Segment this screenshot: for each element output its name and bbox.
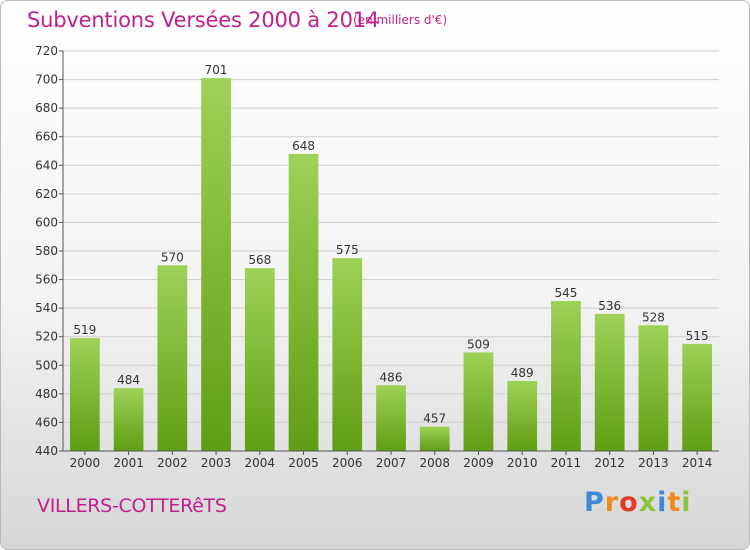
y-tick-label: 520	[35, 330, 58, 344]
logo-letter: r	[604, 487, 620, 518]
x-tick-label: 2012	[594, 456, 625, 470]
x-tick-label: 2000	[70, 456, 101, 470]
bar-2000	[69, 338, 100, 451]
x-tick-label: 2014	[682, 456, 713, 470]
y-tick-label: 440	[35, 444, 58, 458]
bar-2013	[638, 325, 669, 451]
data-label-2012: 536	[598, 299, 621, 313]
logo-letter: o	[619, 487, 639, 518]
bar-2004	[244, 268, 275, 451]
proxiti-logo: Proxiti	[584, 487, 692, 518]
data-label-2010: 489	[511, 366, 534, 380]
y-tick-label: 580	[35, 244, 58, 258]
data-label-2007: 486	[380, 370, 403, 384]
bar-2005	[288, 153, 319, 451]
x-tick-label: 2008	[419, 456, 450, 470]
y-tick-label: 720	[35, 44, 58, 58]
x-tick-label: 2011	[551, 456, 582, 470]
logo-letter: x	[638, 487, 658, 518]
bar-2006	[332, 258, 363, 451]
x-tick-label: 2013	[638, 456, 669, 470]
commune-name: VILLERS-COTTERêTS	[37, 495, 227, 517]
data-label-2005: 648	[292, 139, 315, 153]
logo-letter: P	[584, 487, 605, 518]
labels: 440 460 480 500 520 540 560 580 600 620 640 660 680 7…	[35, 44, 712, 470]
data-label-2011: 545	[554, 286, 577, 300]
data-label-2006: 575	[336, 243, 359, 257]
y-tick-label: 620	[35, 187, 58, 201]
data-label-2008: 457	[423, 412, 446, 426]
y-tick-label: 500	[35, 358, 58, 372]
bar-2008	[419, 426, 450, 451]
bar-2012	[594, 313, 625, 451]
y-tick-label: 540	[35, 301, 58, 315]
x-tick-label: 2001	[113, 456, 144, 470]
data-label-2004: 568	[248, 253, 271, 267]
y-tick-label: 460	[35, 415, 58, 429]
y-tick-label: 480	[35, 387, 58, 401]
bar-2002	[157, 265, 188, 451]
bar-2010	[507, 381, 538, 451]
y-tick-label: 600	[35, 215, 58, 229]
data-label-2014: 515	[686, 329, 709, 343]
bar-2009	[463, 352, 494, 451]
x-tick-label: 2004	[245, 456, 276, 470]
bar-2011	[551, 301, 581, 451]
x-tick-label: 2009	[463, 456, 494, 470]
x-tick-label: 2010	[507, 456, 538, 470]
data-label-2009: 509	[467, 337, 490, 351]
bar-2003	[201, 78, 231, 452]
logo-letter: t	[667, 487, 682, 518]
x-tick-label: 2006	[332, 456, 363, 470]
y-tick-label: 680	[35, 101, 58, 115]
logo-letter: i	[681, 487, 692, 518]
x-tick-label: 2002	[157, 456, 188, 470]
data-label-2002: 570	[161, 250, 184, 264]
x-tick-label: 2003	[201, 456, 232, 470]
data-label-2013: 528	[642, 310, 665, 324]
y-tick-label: 560	[35, 273, 58, 287]
y-tick-label: 700	[35, 73, 58, 87]
bar-2007	[376, 385, 406, 451]
bars	[69, 78, 713, 452]
data-label-2000: 519	[73, 323, 96, 337]
x-tick-label: 2005	[288, 456, 319, 470]
bar-2014	[682, 343, 713, 451]
chart-subtitle: (en milliers d'€)	[353, 13, 448, 27]
data-label-2001: 484	[117, 373, 140, 387]
data-label-2003: 701	[205, 63, 228, 77]
y-tick-label: 640	[35, 158, 58, 172]
bar-2001	[113, 388, 144, 451]
chart-title: Subventions Versées 2000 à 2014	[27, 8, 380, 32]
axes	[59, 50, 719, 455]
logo-letter: i	[657, 487, 668, 518]
x-tick-label: 2007	[376, 456, 407, 470]
y-tick-label: 660	[35, 130, 58, 144]
